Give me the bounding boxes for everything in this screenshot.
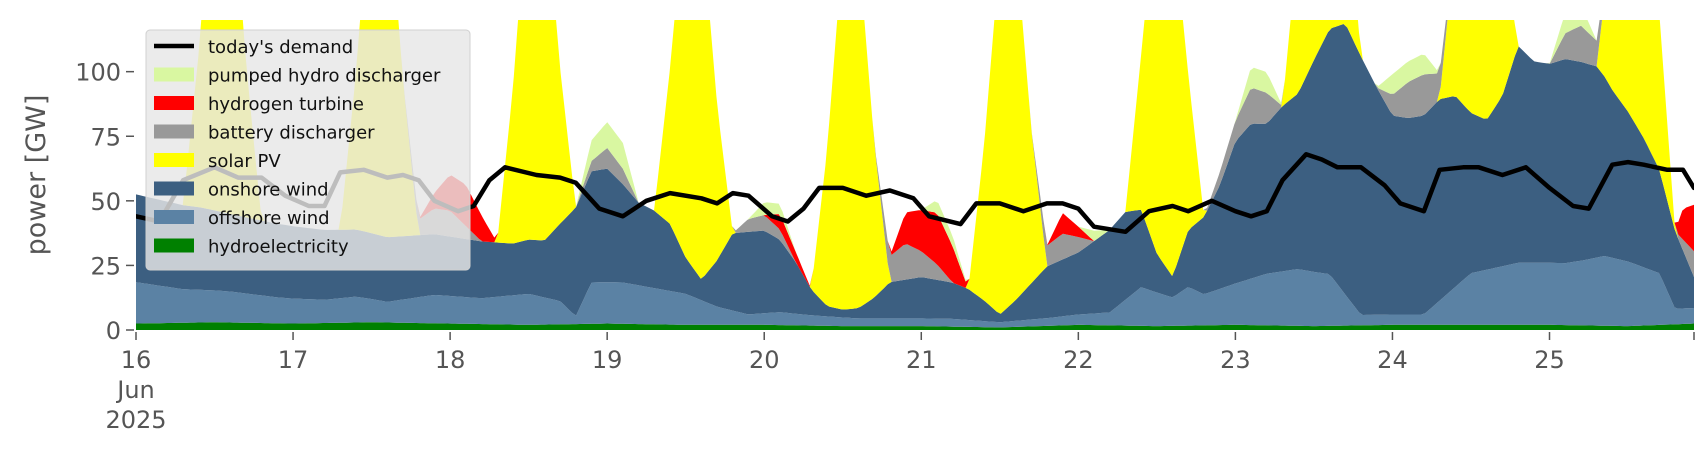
x-tick-label: 21 — [906, 346, 937, 374]
x-tick-label: Jun — [115, 376, 155, 404]
legend-box — [145, 29, 471, 271]
legend-label: hydrogen turbine — [208, 94, 364, 115]
legend-swatch — [154, 67, 194, 82]
x-tick-label: 2025 — [105, 406, 166, 434]
legend-label: pumped hydro discharger — [208, 66, 441, 87]
legend-swatch — [154, 181, 194, 196]
legend-swatch — [154, 210, 194, 224]
legend-swatch — [154, 124, 194, 139]
x-tick-label: 22 — [1063, 346, 1094, 374]
legend-item: today's demand — [154, 37, 353, 58]
legend-label: today's demand — [208, 37, 353, 58]
x-tick-label: 24 — [1377, 346, 1408, 374]
y-tick-label: 50 — [90, 188, 121, 216]
area-onshore-wind — [136, 24, 1694, 323]
x-tick-label: 17 — [278, 346, 309, 374]
legend: today's demand pumped hydro discharger hyd… — [145, 29, 471, 271]
x-tick-label: 20 — [749, 346, 780, 374]
legend-item: solar PV — [154, 151, 281, 172]
legend-label: offshore wind — [208, 208, 330, 229]
legend-label: hydroelectricity — [208, 237, 349, 258]
area-hydroelectricity — [136, 322, 1694, 330]
legend-swatch — [154, 153, 194, 167]
legend-item: hydrogen turbine — [154, 94, 364, 115]
area-layers — [136, 20, 1694, 330]
legend-swatch — [154, 238, 194, 253]
y-axis-label: power [GW] — [21, 95, 52, 256]
x-tick-label: 19 — [592, 346, 623, 374]
legend-item: hydroelectricity — [154, 237, 349, 258]
legend-label: solar PV — [208, 151, 281, 172]
legend-swatch — [154, 96, 194, 110]
y-tick-label: 25 — [90, 252, 121, 280]
legend-item: pumped hydro discharger — [154, 66, 441, 87]
y-tick-label: 0 — [106, 317, 121, 345]
area-offshore-wind — [136, 256, 1694, 328]
y-tick-label: 100 — [75, 59, 121, 87]
x-tick-label: 16 — [121, 346, 152, 374]
area-hydrogen-turbine — [136, 20, 1694, 288]
legend-label: onshore wind — [208, 180, 329, 201]
legend-item: offshore wind — [154, 208, 330, 229]
legend-item: battery discharger — [154, 123, 375, 144]
x-tick-label: 18 — [435, 346, 466, 374]
y-tick-label: 75 — [90, 123, 121, 151]
x-tick-label: 23 — [1220, 346, 1251, 374]
legend-item: onshore wind — [154, 180, 329, 201]
x-tick-label: 25 — [1534, 346, 1565, 374]
area-solar-pv — [136, 20, 1694, 314]
legend-label: battery discharger — [208, 123, 375, 144]
